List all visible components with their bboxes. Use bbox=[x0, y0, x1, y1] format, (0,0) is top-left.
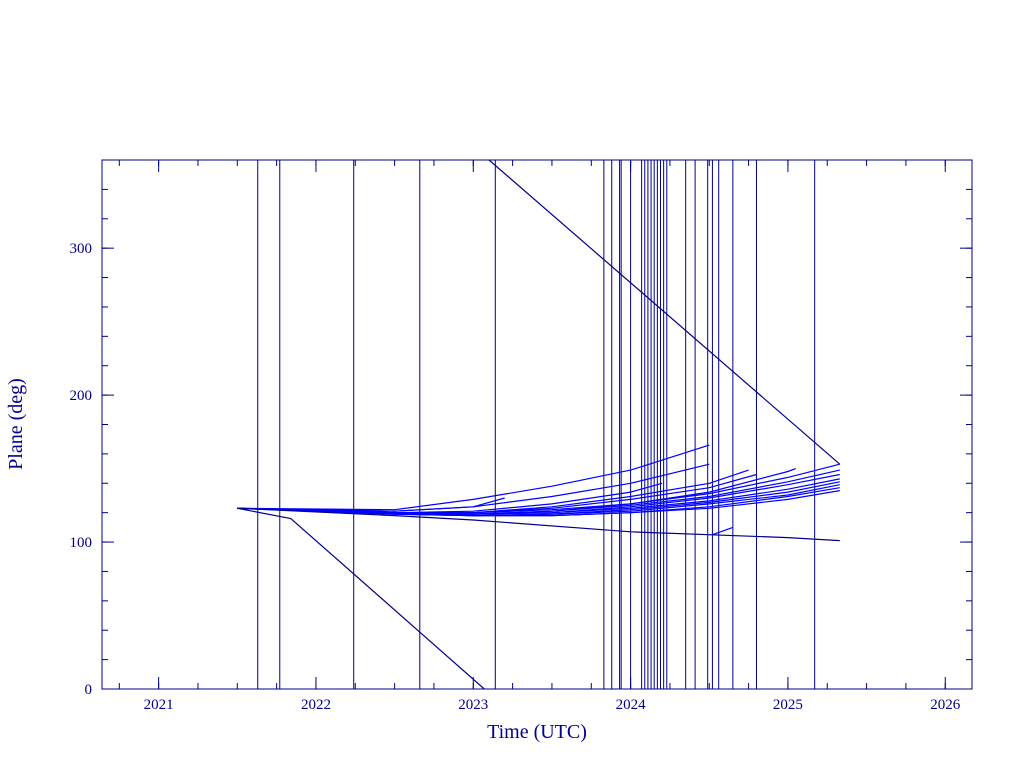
series-line bbox=[488, 160, 841, 465]
series-line bbox=[237, 497, 505, 512]
x-tick-label: 2025 bbox=[773, 697, 803, 713]
y-tick-label: 200 bbox=[70, 388, 93, 404]
y-tick-label: 100 bbox=[70, 535, 93, 551]
series-line bbox=[237, 490, 840, 517]
x-tick-label: 2022 bbox=[301, 697, 331, 713]
plot-area bbox=[237, 160, 841, 689]
series-line bbox=[237, 507, 485, 689]
y-tick-label: 0 bbox=[85, 682, 93, 698]
x-axis-title: Time (UTC) bbox=[487, 721, 587, 743]
series-line bbox=[237, 482, 663, 514]
series-line bbox=[237, 444, 710, 511]
y-tick-label: 300 bbox=[70, 241, 93, 257]
series-line bbox=[712, 526, 734, 536]
x-tick-label: 2026 bbox=[930, 697, 961, 713]
series-line bbox=[237, 507, 840, 542]
x-tick-label: 2024 bbox=[616, 697, 647, 713]
x-tick-label: 2021 bbox=[144, 697, 174, 713]
x-tick-label: 2023 bbox=[458, 697, 488, 713]
axes-frame bbox=[101, 159, 973, 690]
y-axis-title: Plane (deg) bbox=[5, 378, 27, 470]
